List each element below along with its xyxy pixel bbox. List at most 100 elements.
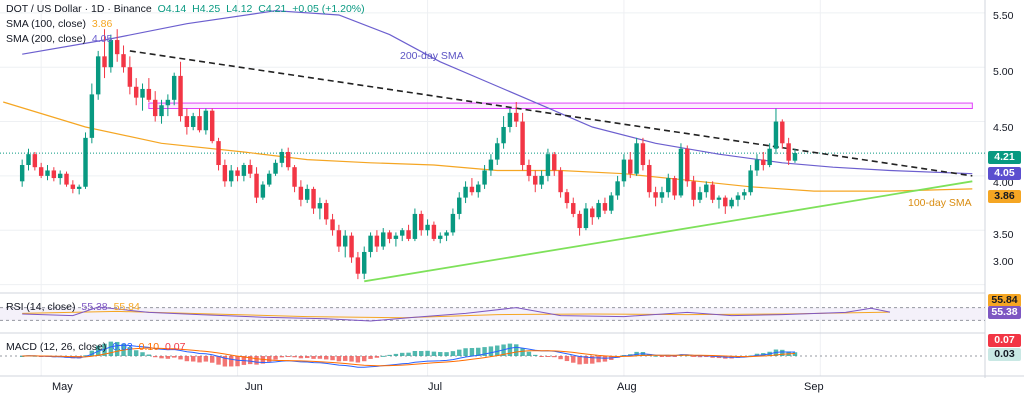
candle-down (647, 165, 652, 193)
candle-up (450, 213, 456, 233)
macd-bar (710, 356, 715, 358)
macd-hist-tag: 0.07 (988, 334, 1021, 347)
y-tick-350: 3.50 (993, 229, 1014, 241)
candle-down (330, 219, 335, 231)
macd-bar (704, 356, 709, 358)
candle-down (102, 56, 107, 68)
candle-down (761, 159, 766, 166)
macd-bar (146, 354, 152, 356)
candle-up (438, 235, 443, 239)
candle-down (336, 230, 342, 247)
macd-v3: 0.07 (165, 341, 186, 353)
macd-bar (266, 356, 272, 362)
candle-up (159, 105, 164, 117)
macd-bar (305, 356, 310, 359)
macd-bar (463, 348, 468, 356)
candle-down (349, 235, 354, 258)
candle-up (57, 173, 63, 179)
macd-bar (368, 356, 373, 359)
macd-v1: 0.03 (112, 341, 133, 353)
candle-up (273, 162, 278, 174)
candle-up (381, 232, 386, 247)
macd-bar (197, 356, 202, 363)
candle-up (108, 40, 114, 68)
macd-bar (374, 356, 380, 358)
sma100-value: 3.86 (91, 18, 113, 30)
candle-down (51, 170, 57, 179)
candle-up (76, 186, 82, 189)
rsi-tag: 55.38 (988, 306, 1021, 319)
y-tick-550: 5.50 (993, 10, 1014, 22)
candle-up (171, 75, 177, 100)
macd-bar (235, 356, 240, 367)
candle-up (457, 197, 462, 214)
candle-up (266, 173, 272, 185)
candle-down (355, 257, 361, 274)
candle-down (184, 116, 190, 127)
candle-down (114, 40, 120, 55)
candle-up (393, 235, 399, 239)
resistance-zone (148, 102, 973, 110)
macd-bar (159, 356, 164, 359)
candle-down (514, 112, 519, 122)
candle-down (685, 148, 690, 182)
rsi-pane (0, 306, 985, 322)
candle-down (710, 184, 715, 200)
candle-up (697, 192, 703, 200)
macd-pane (0, 341, 985, 368)
macd-bar (419, 351, 424, 356)
candle-up (742, 192, 747, 196)
candle-down (602, 203, 608, 211)
candle-down (127, 67, 133, 87)
macd-bar (317, 356, 323, 359)
candle-up (476, 184, 481, 193)
macd-bar (558, 356, 563, 360)
candle-up (26, 154, 31, 166)
macd-bar (349, 356, 354, 362)
sma100-tag: 3.86 (988, 190, 1021, 203)
sma200-value: 4.05 (91, 33, 113, 45)
candle-up (716, 197, 722, 200)
candle-down (526, 165, 532, 176)
macd-bar (577, 356, 582, 365)
candle-down (590, 208, 595, 218)
macd-bar (438, 352, 443, 356)
falling-trendline (129, 50, 973, 177)
candle-up (444, 232, 449, 236)
candle-up (634, 143, 639, 174)
macd-bar (83, 355, 88, 357)
macd-bar (571, 356, 576, 363)
candle-down (520, 121, 525, 166)
candle-down (552, 154, 557, 171)
candle-down (723, 197, 728, 207)
macd-bar (780, 349, 785, 356)
macd-bar (431, 351, 437, 356)
x-tick-jun: Jun (245, 381, 263, 393)
macd-bar (514, 344, 519, 356)
candle-down (374, 235, 380, 247)
candle-up (615, 181, 620, 196)
ohlc-close: C4.21 (258, 3, 287, 15)
candle-down (571, 203, 576, 214)
candle-up (767, 148, 772, 166)
sma200-tag: 4.05 (988, 167, 1021, 180)
macd-bar (754, 353, 760, 356)
candle-down (292, 167, 297, 187)
candle-up (729, 199, 734, 207)
candle-up (666, 178, 671, 193)
rsi-line (22, 306, 891, 322)
macd-bar (533, 354, 538, 356)
candle-up (609, 195, 614, 211)
candle-up (190, 116, 196, 127)
rsi-ma-value: 55.84 (113, 301, 140, 313)
candle-down (222, 165, 228, 182)
y-tick-450: 4.50 (993, 122, 1014, 134)
candle-up (735, 195, 741, 200)
macd-bar (400, 352, 405, 356)
ohlc-low: L4.12 (226, 3, 253, 15)
macd-bar (450, 351, 456, 356)
candle-up (488, 159, 494, 171)
macd-bar (279, 356, 285, 358)
macd-bar (444, 352, 449, 356)
